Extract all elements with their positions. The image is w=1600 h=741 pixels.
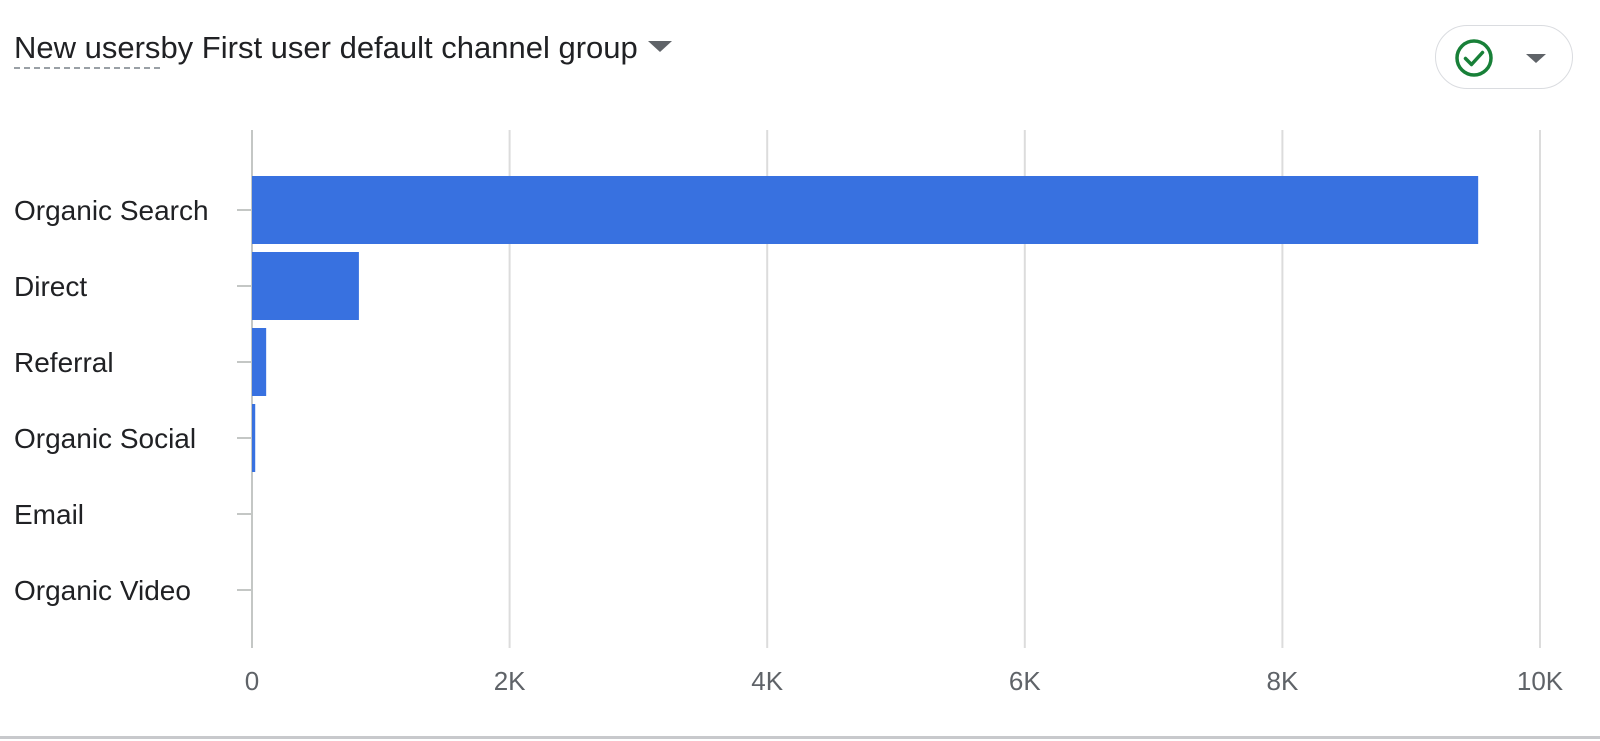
bar-chart: Organic Search Direct Referral Organic Soci… — [14, 130, 1564, 696]
x-tick-label: 6K — [1009, 666, 1041, 696]
divider — [0, 736, 1600, 739]
x-tick-label: 4K — [751, 666, 783, 696]
x-tick-label: 10K — [1517, 666, 1564, 696]
x-tick-label: 8K — [1266, 666, 1298, 696]
y-axis-ticks — [237, 209, 252, 591]
title-metric-label[interactable]: New users — [14, 31, 161, 69]
card-header: New users by First user default channel … — [0, 0, 1600, 110]
x-axis-labels: 0 2K 4K 6K 8K 10K — [245, 666, 1564, 696]
check-circle-icon — [1455, 39, 1493, 77]
card-title[interactable]: New users by First user default channel … — [14, 30, 672, 70]
x-tick-label: 2K — [494, 666, 526, 696]
y-category-label: Referral — [14, 347, 114, 378]
y-category-label: Organic Social — [14, 423, 196, 454]
bars — [252, 176, 1479, 472]
bar-referral[interactable] — [252, 328, 267, 396]
bar-organic-search[interactable] — [252, 176, 1479, 244]
arrow-drop-down-icon[interactable] — [647, 40, 672, 52]
y-category-label: Email — [14, 499, 84, 530]
bar-direct[interactable] — [252, 252, 359, 320]
y-category-label: Organic Search — [14, 195, 209, 226]
x-tick-label: 0 — [245, 666, 259, 696]
y-category-label: Direct — [14, 271, 87, 302]
chevron-down-icon — [1526, 54, 1546, 63]
title-dimension-label: by First user default channel group — [160, 30, 638, 65]
y-category-label: Organic Video — [14, 575, 191, 606]
y-axis-labels: Organic Search Direct Referral Organic Soci… — [14, 195, 209, 606]
bar-organic-social[interactable] — [252, 404, 256, 472]
data-quality-status-button[interactable] — [1435, 25, 1573, 89]
